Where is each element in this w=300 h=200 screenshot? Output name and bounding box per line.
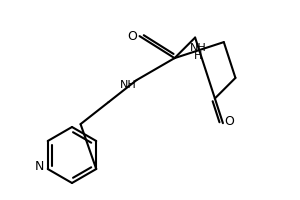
Text: O: O xyxy=(128,30,137,43)
Text: H: H xyxy=(194,51,202,61)
Text: NH: NH xyxy=(190,43,206,53)
Text: N: N xyxy=(35,160,44,173)
Text: NH: NH xyxy=(120,80,137,90)
Text: O: O xyxy=(224,115,234,128)
